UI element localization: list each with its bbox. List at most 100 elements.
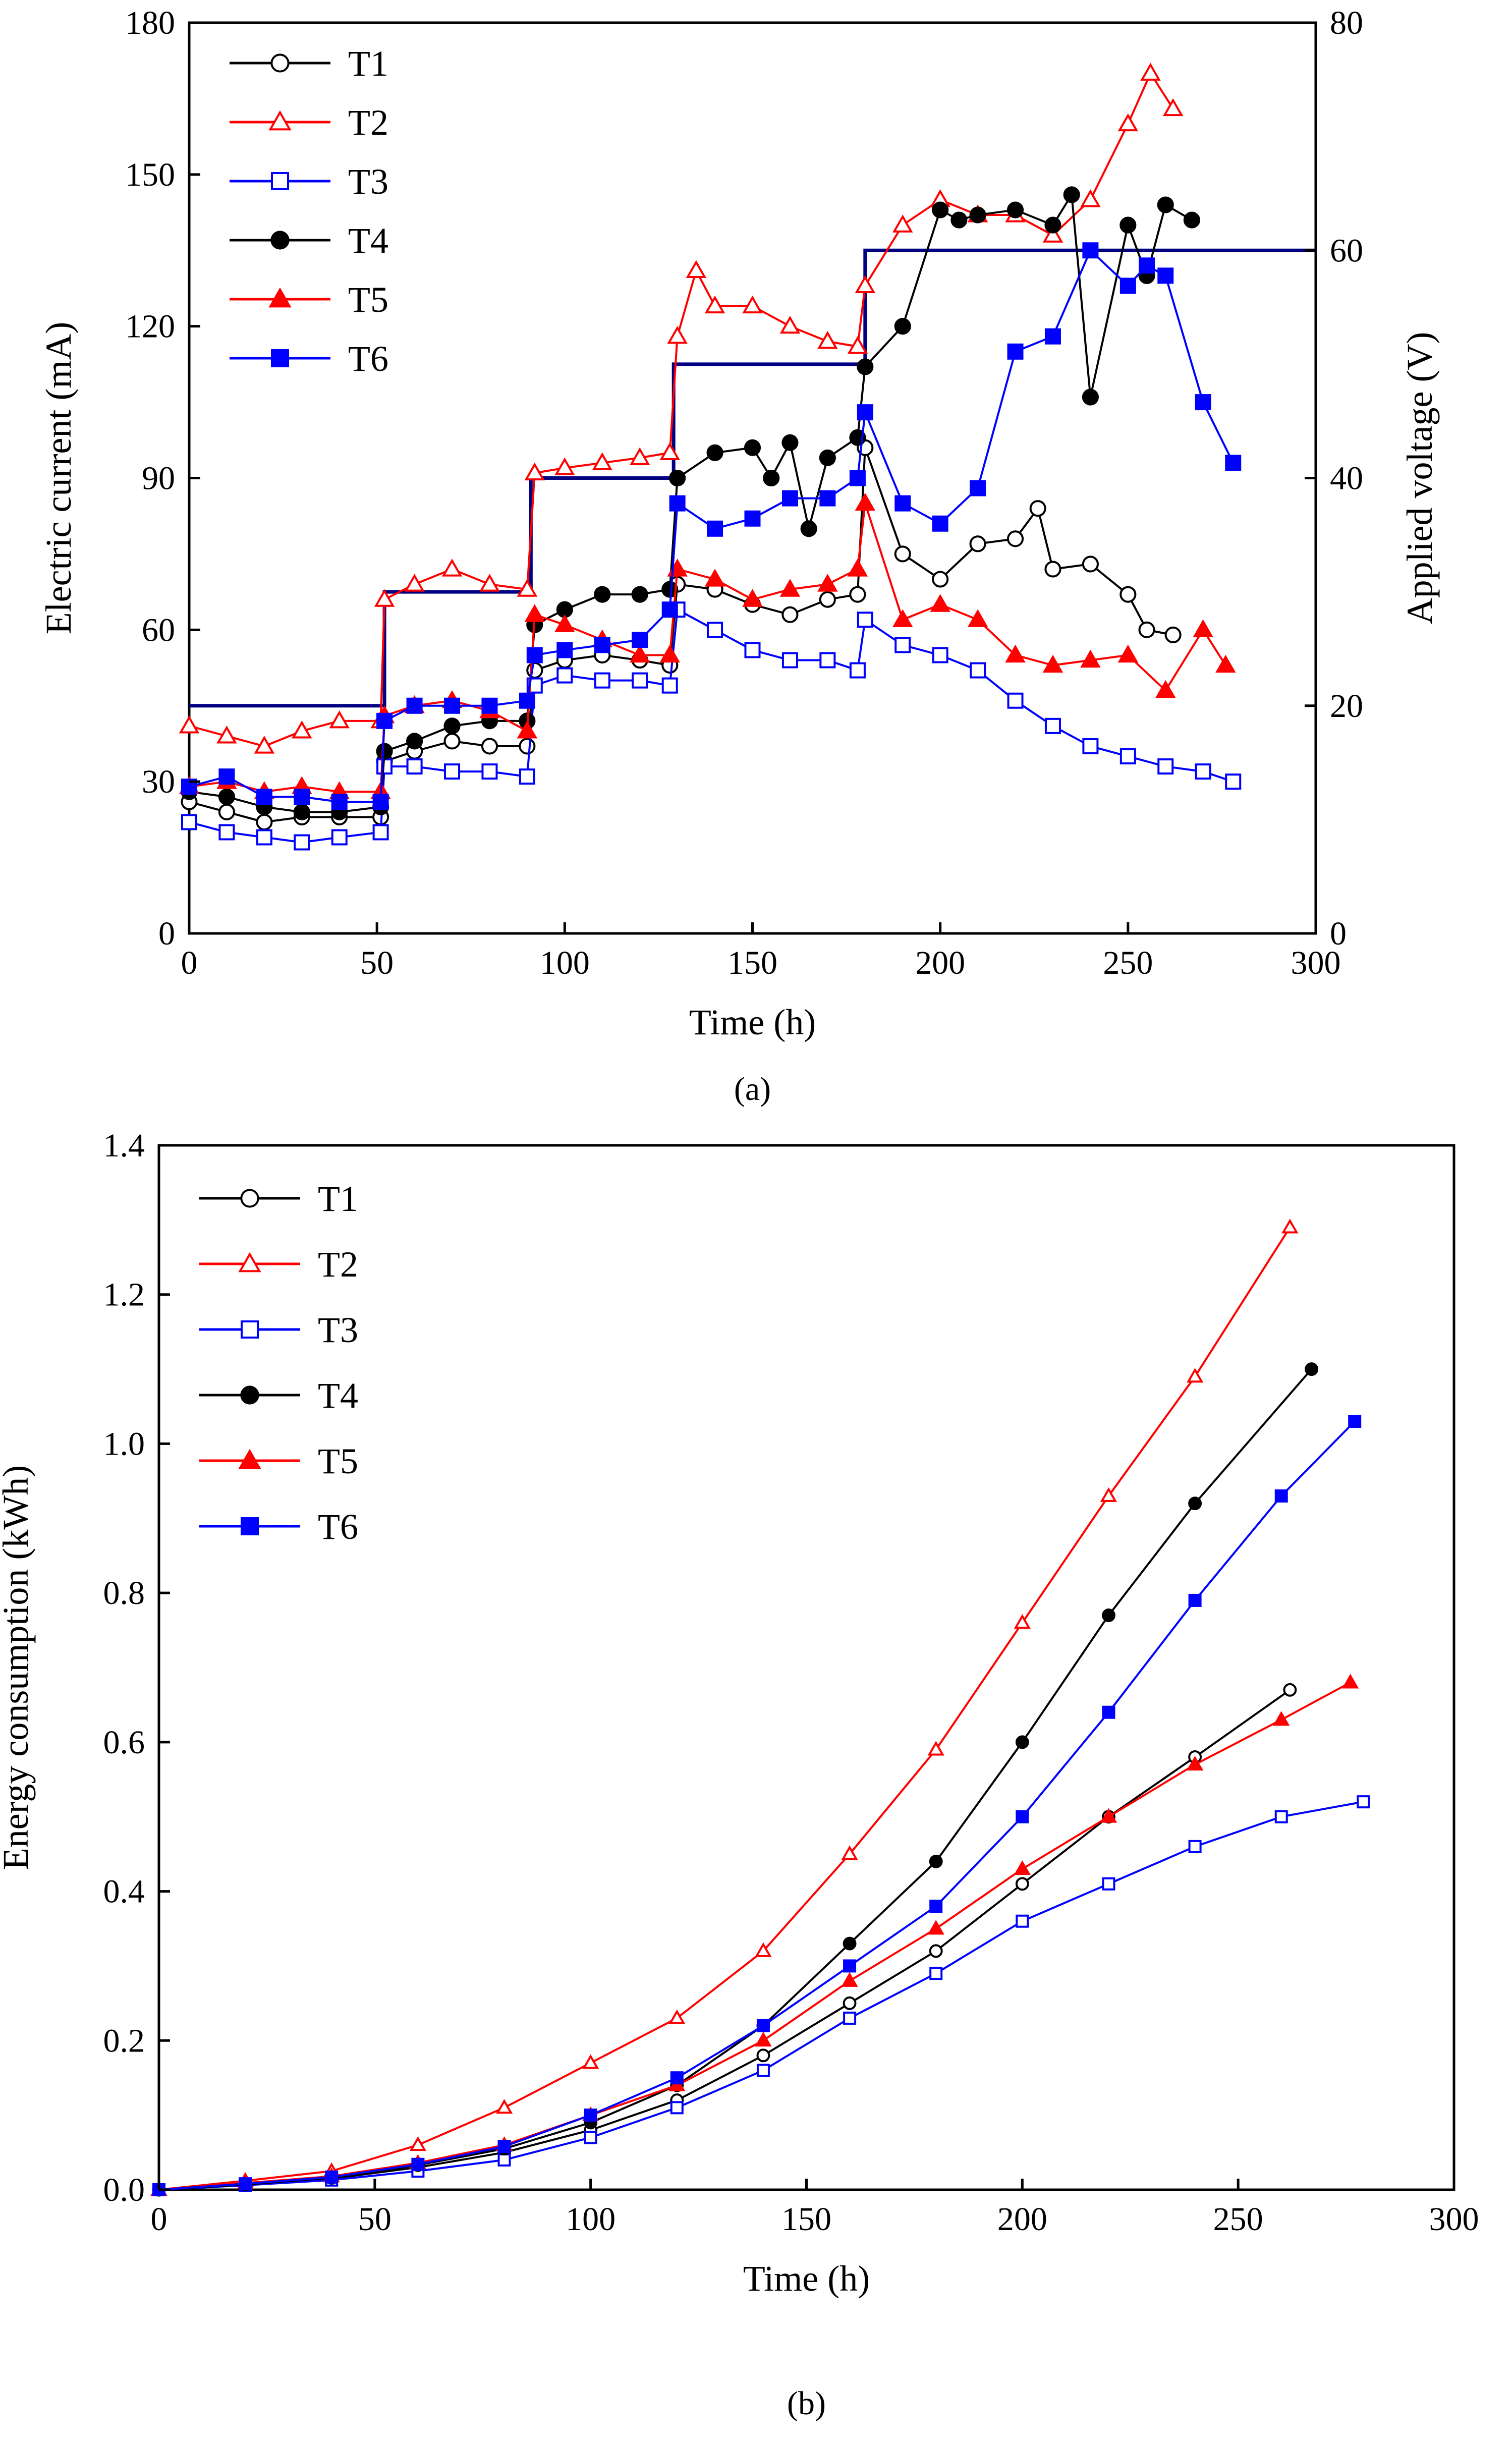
chart-a-legend-label: T3 [348,161,388,202]
chart-a-point-t3 [1119,748,1136,765]
chart-b-point-t5 [841,1972,858,1987]
chart-a-point-t6 [669,495,686,512]
chart-a-point-t5 [704,569,725,587]
chart-a-point-t6 [556,642,573,658]
chart-a-legend-label: T5 [348,280,388,320]
chart-a-point-t2 [592,452,613,471]
chart-a-point-t4 [894,318,911,335]
chart-b-point-t6 [1188,1593,1202,1607]
chart-a-point-t1 [481,738,498,755]
chart-a-point-t3 [932,647,948,663]
chart-a-point-t1 [1082,556,1099,573]
chart-a-point-t5 [742,589,763,607]
chart-a-x-tick-label: 200 [915,945,965,981]
chart-a-point-t3 [857,612,873,628]
chart-a-x-tick-label: 0 [181,945,198,981]
chart-a-y-tick-label: 180 [125,5,175,41]
chart-a-point-t2 [817,330,838,349]
chart-a-point-t3 [707,622,723,638]
chart-a-point-t5 [1005,644,1026,663]
chart-b-point-t1 [756,2048,770,2063]
chart-a-point-t1 [519,738,536,755]
chart-b-point-t3 [1102,1877,1115,1891]
chart-a-point-t4 [443,717,461,735]
chart-a-point-t6 [372,794,389,810]
chart-a-point-t2 [1080,189,1101,207]
chart-a-point-t2 [686,260,707,278]
chart-a-point-t3 [444,763,461,780]
chart-a-series-t2-line [189,71,1174,748]
chart-a-point-t2 [1140,63,1161,81]
chart-b-point-t2 [1281,1218,1299,1234]
chart-b-series-t2-line [158,1227,1291,2191]
chart-b-legend-label: T4 [318,1375,358,1416]
chart-b-point-t3 [1357,1795,1370,1809]
chart-a-point-t1 [969,535,986,552]
chart-a-point-t4 [1119,216,1137,234]
chart-a-point-t6 [481,697,498,714]
chart-a-y2-tick-label: 0 [1330,915,1347,952]
chart-a-point-t4 [1063,186,1080,203]
chart-a-legend-item-t4: T4 [230,220,388,261]
chart-a-point-t6 [849,470,866,486]
chart-a-point-t6 [526,647,543,663]
chart-a-point-t5 [517,720,538,739]
chart-a-legend-marker [270,53,290,73]
chart-b-x-tick-label: 200 [997,2201,1047,2238]
chart-a-point-t2 [374,589,395,607]
chart-a-x-tick-label: 100 [540,945,590,981]
chart-b-axes: 0 50 100 150 200 250 300 0.0 0.2 0.4 0.6 0.8 1.0 1.2 1… [103,1127,1479,2238]
chart-a-point-t6 [1119,278,1136,294]
chart-b-legend-marker [240,1189,259,1208]
chart-b-legend-marker [240,1385,259,1405]
chart-a-point-t5 [967,609,988,627]
chart-b-y-tick-label: 0.8 [103,1575,145,1612]
chart-a-y-tick-label: 90 [142,460,175,497]
chart-a-point-t2 [404,574,425,592]
chart-a-point-t3 [218,824,235,841]
chart-a-legend-label: T6 [348,339,388,379]
chart-b-x-tick-label: 0 [151,2201,167,2238]
chart-a-point-t5 [892,609,913,627]
chart-b-point-t6 [1348,1415,1362,1428]
chart-a-point-t4 [293,803,310,820]
chart-b-point-t6 [1016,1810,1029,1823]
chart-a-point-t2 [254,736,275,754]
chart-a-legend-marker [271,172,289,190]
chart-b-legend-marker [238,1449,261,1469]
chart-a-point-t6 [857,404,873,421]
chart-a-point-t4 [218,788,235,805]
chart-a-point-t6 [970,480,986,496]
chart-b-point-t2 [582,2054,599,2069]
chart-a-point-t6 [744,510,761,527]
chart-a-point-t1 [1044,561,1061,578]
chart-a-point-t4 [631,586,648,603]
chart-b-point-t5 [1341,1674,1359,1689]
chart-b-point-t6 [584,2109,597,2122]
chart-b-legend-label: T6 [318,1507,358,1547]
chart-a-point-t4 [800,520,817,537]
chart-a-series-t5 [179,492,1236,799]
chart-a-point-t1 [218,803,235,820]
chart-b-point-t6 [670,2071,684,2085]
chart-a-point-t3 [894,637,911,653]
chart-a-point-t2 [629,447,650,465]
chart-b-series-t1-line [158,1689,1291,2191]
chart-a-point-t4 [781,434,799,451]
chart-a-point-t2 [659,442,680,460]
chart-a-point-t2 [1042,225,1063,243]
chart-b-series-t3-line [158,1801,1364,2191]
chart-b-legend-item-t4: T4 [199,1375,358,1416]
chart-b-point-t2 [1186,1368,1204,1383]
chart-b-plot-area [157,1144,1455,2191]
chart-a-point-t3 [970,662,986,679]
chart-a-point-t5 [629,644,650,663]
chart-a-point-t4 [857,358,874,375]
chart-b-legend-label: T5 [318,1441,358,1481]
chart-b-y-tick-label: 0.2 [103,2022,145,2059]
chart-a-point-t5 [1155,680,1176,698]
chart-a-point-t3 [1044,717,1061,734]
chart-a-point-t2 [441,559,463,577]
chart-a-point-t6 [894,495,911,512]
chart-a-point-t6 [781,490,798,507]
